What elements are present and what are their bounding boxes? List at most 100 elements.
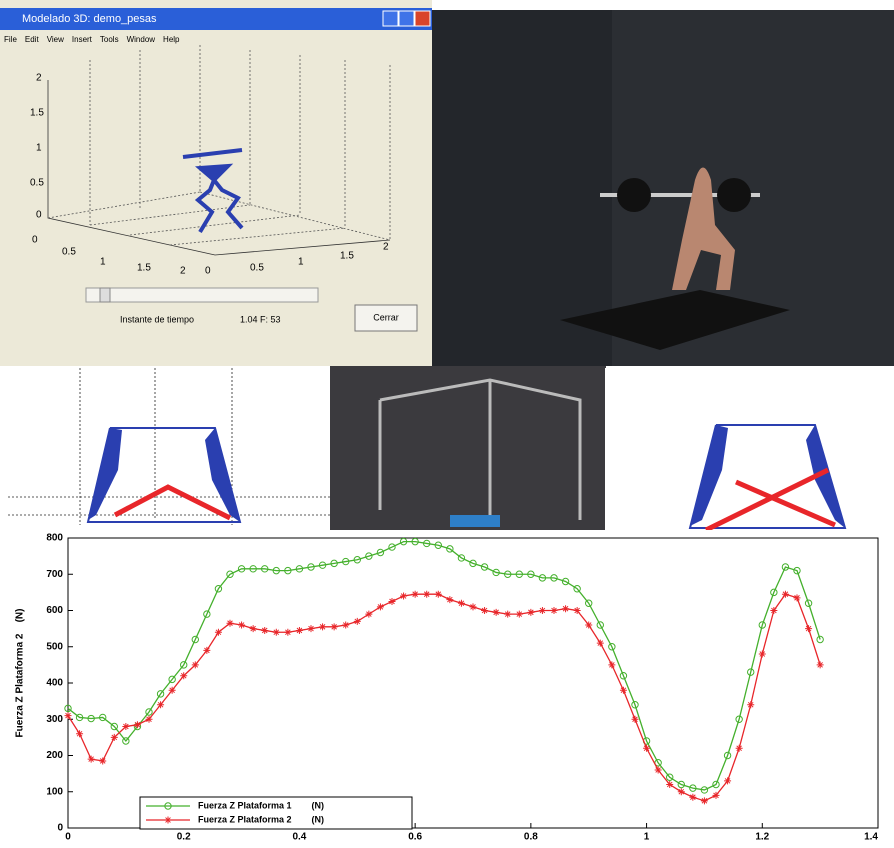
menu-item[interactable]: Help (163, 35, 180, 44)
marker (133, 721, 141, 729)
close[interactable] (414, 10, 431, 27)
menu-item[interactable]: File (4, 35, 17, 44)
y-tick-label: 800 (46, 533, 63, 544)
y-tick-label: 1 (100, 257, 106, 268)
marker (550, 607, 558, 614)
marker (295, 565, 304, 573)
x-tick-label: 1 (644, 832, 650, 843)
marker (481, 607, 489, 614)
marker (469, 559, 477, 568)
marker (342, 557, 350, 566)
marker (434, 541, 442, 549)
marker (122, 737, 130, 745)
marker (388, 543, 396, 551)
marker (770, 607, 778, 614)
chart: 0 100 200 300 400 500 600 700 800 0 0.2 0.4 0.6 0.8 1 1… (15, 533, 879, 848)
marker (261, 565, 269, 573)
marker (295, 626, 303, 634)
marker (689, 793, 697, 801)
marker (700, 786, 709, 794)
x-tick-label: 0.5 (250, 263, 264, 274)
minimize[interactable] (382, 10, 399, 27)
marker (596, 621, 604, 629)
marker (180, 672, 188, 680)
marker (654, 766, 662, 774)
marker (805, 625, 813, 633)
marker (399, 537, 408, 546)
marker (712, 791, 720, 799)
menu-item[interactable]: Edit (25, 35, 40, 44)
menu-item[interactable]: View (47, 35, 64, 44)
y-tick-label: 200 (46, 750, 63, 761)
marker (723, 751, 732, 760)
x-tick-label: 0.2 (177, 832, 191, 843)
time-value: 1.04 F: 53 (240, 314, 281, 324)
marker (793, 566, 801, 575)
z-tick-label: 1 (36, 143, 42, 154)
marker (272, 566, 280, 575)
photo-wall (432, 10, 612, 366)
marker (561, 577, 570, 586)
marker (666, 773, 674, 781)
marker (712, 780, 720, 789)
marker (457, 554, 466, 562)
marker (99, 757, 107, 765)
marker (400, 592, 408, 600)
marker (87, 755, 95, 763)
marker (388, 597, 396, 605)
marker (238, 621, 246, 629)
marker (110, 733, 118, 741)
marker (64, 704, 72, 713)
marker (307, 625, 315, 633)
stick-figure (182, 148, 244, 234)
slider-thumb[interactable] (99, 287, 111, 303)
marker (793, 594, 801, 602)
marker (677, 788, 685, 796)
x-tick-label: 1.4 (864, 832, 878, 843)
force-plate (560, 290, 790, 350)
slider[interactable] (85, 287, 319, 303)
marker (307, 563, 315, 571)
legend-label: Fuerza Z Plataforma 2 (N) (198, 814, 324, 824)
marker (191, 661, 199, 669)
marker (284, 628, 292, 636)
menu-bar: File Edit View Insert Tools Window Help (4, 35, 180, 44)
close-button[interactable] (354, 304, 418, 332)
marker (573, 585, 581, 593)
marker (411, 537, 419, 546)
marker (226, 570, 234, 578)
marker (164, 816, 172, 824)
marker (261, 626, 269, 634)
legend-box (139, 796, 413, 830)
menu-item[interactable]: Window (127, 35, 156, 44)
x-tick-label: 1.2 (755, 832, 769, 843)
y-tick-label: 0 (32, 235, 38, 246)
z-tick-label: 1.5 (30, 108, 44, 119)
marker (724, 777, 732, 785)
y-tick-label: 2 (180, 266, 186, 277)
marker (64, 712, 72, 720)
marker (249, 625, 257, 633)
y-tick-label: 700 (46, 569, 63, 580)
x-tick-label: 0.4 (292, 832, 306, 843)
marker (538, 607, 546, 614)
series-line (67, 540, 821, 791)
rig-frame (378, 378, 582, 520)
marker (99, 713, 107, 722)
maximize[interactable] (398, 10, 415, 27)
marker (203, 646, 211, 654)
diagram-right (605, 368, 894, 538)
title-bar (0, 8, 432, 30)
marker (816, 661, 824, 669)
marker (538, 574, 547, 582)
marker (527, 608, 535, 616)
marker (226, 619, 234, 627)
athlete (672, 167, 735, 290)
menu-item[interactable]: Tools (100, 35, 119, 44)
plate (717, 178, 751, 212)
marker (164, 802, 172, 810)
menu-item[interactable]: Insert (72, 35, 93, 44)
marker (168, 686, 176, 694)
marker (214, 628, 222, 636)
